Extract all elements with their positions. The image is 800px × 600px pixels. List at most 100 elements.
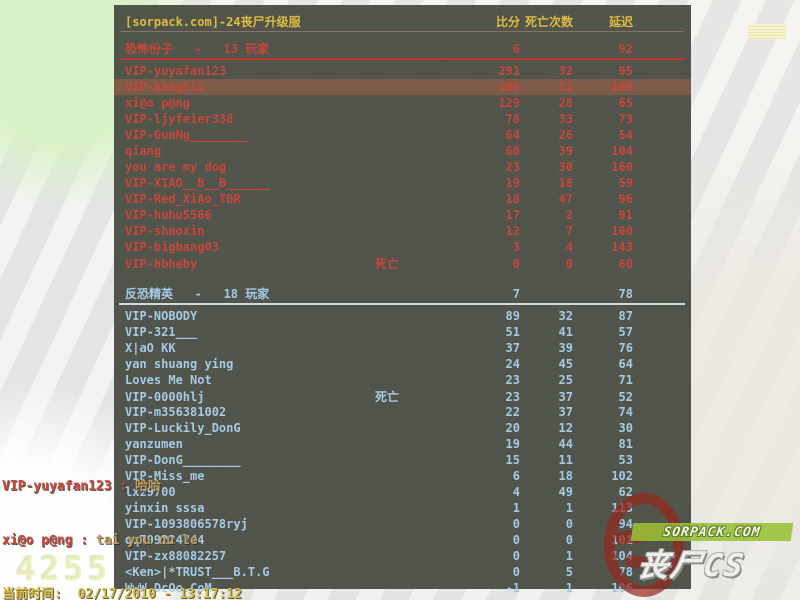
team-score: 7 [512, 286, 520, 301]
team-score: 6 [512, 41, 520, 56]
player-row: VIP-321___ 51 41 57 [114, 324, 691, 340]
player-row: VIP-huhu5566 17 2 91 [114, 207, 691, 223]
player-row: X|aO KK 37 39 76 [114, 340, 691, 356]
player-score: 129 [498, 96, 520, 110]
teams-container: 恐怖份子 - 13 玩家 6 92 VIP-yuyafan123 291 32 95 VIP-… [114, 40, 691, 596]
player-score: 3 [512, 240, 520, 254]
player-row: VIP-shaoxin 12 7 100 [114, 223, 691, 239]
player-row: VIP-NOBODY 89 32 87 [114, 308, 691, 324]
player-deaths: 2 [565, 208, 573, 222]
server-title: [sorpack.com]-24丧尸升级服 [125, 15, 301, 29]
player-name: VIP-yuyafan123 [125, 64, 227, 78]
player-latency: 143 [611, 240, 633, 254]
player-name: X|aO KK [125, 341, 176, 355]
player-name: you are my dog [125, 160, 227, 174]
player-name: xi@o p@ng [125, 96, 191, 110]
player-deaths: 32 [558, 64, 573, 78]
player-deaths: 44 [558, 437, 573, 451]
column-header-deaths: 死亡次数 [524, 15, 573, 29]
player-latency: 60 [618, 256, 633, 271]
player-row: Loves Me Not 23 25 71 [114, 372, 691, 388]
player-score: 1 [512, 501, 520, 515]
player-name: <Ken>|*TRUST___B.T.G [125, 565, 270, 579]
player-row: xi@o p@ng 129 28 65 [114, 95, 691, 111]
player-latency: 102 [611, 469, 633, 483]
sorpack-emblem-icon [604, 493, 684, 597]
team-header: 恐怖份子 - 13 玩家 6 92 [114, 40, 691, 57]
player-score: 209 [498, 80, 520, 94]
player-score: 18 [505, 192, 520, 206]
player-name: WwW.DcOo.CoM [125, 581, 212, 595]
player-name: VIP-huhu5566 [125, 208, 212, 222]
player-deaths: 30 [558, 160, 573, 174]
player-latency: 160 [611, 160, 633, 174]
sorpack-cs-text: 丧尸CS [634, 548, 748, 584]
column-header-score: 比分 [495, 15, 520, 29]
player-name: yanzumen [125, 437, 183, 451]
chat-overlay: VIP-yuyafan123 : 哈哈 xi@o p@ng : tai you … [2, 442, 242, 600]
player-score: 17 [505, 208, 520, 222]
team-label: 恐怖份子 - 13 玩家 [125, 42, 270, 56]
player-name: VIP-NOBODY [125, 309, 198, 323]
chat-message: 哈哈 [127, 479, 162, 494]
team-header: 反恐精英 - 18 玩家 7 78 [114, 285, 691, 302]
player-name: lxz9700 [125, 485, 176, 499]
player-deaths: 39 [558, 341, 573, 355]
player-deaths: 37 [558, 405, 573, 419]
player-row: VIP-Luckily_DonG 20 12 30 [114, 420, 691, 436]
player-name: VIP-DonG________ [125, 453, 241, 467]
player-latency: 104 [611, 144, 633, 158]
player-name: qq799224744 [125, 533, 205, 547]
scoreboard-header-row: [sorpack.com]-24丧尸升级服 比分 死亡次数 延迟 [114, 5, 691, 29]
player-latency: 71 [618, 373, 633, 387]
chat-message: 02/17/2010 - 13:17:12 [61, 587, 242, 600]
player-latency: 87 [618, 309, 633, 323]
player-name: yinxin sssa [125, 501, 205, 515]
scoreboard-panel: [sorpack.com]-24丧尸升级服 比分 死亡次数 延迟 恐怖份子 - … [114, 5, 691, 595]
player-row: VIP-bigbang03 3 4 143 [114, 239, 691, 255]
sorpack-watermark: SORPACK.COM 丧尸CS [604, 485, 794, 600]
player-name: VIP-shaoxin [125, 224, 205, 238]
player-score: 89 [505, 309, 520, 323]
chat-speaker: xi@o p@ng : [2, 533, 89, 548]
player-deaths: 0 [565, 533, 573, 547]
header-separator [121, 31, 684, 32]
player-deaths: 47 [558, 192, 573, 206]
player-score: 19 [505, 176, 520, 190]
player-latency: 95 [618, 64, 633, 78]
chat-speaker: 当前时间: [2, 587, 62, 600]
player-row: VIP-yuyafan123 291 32 95 [114, 63, 691, 79]
player-latency: 100 [611, 224, 633, 238]
player-row: VIP-m356381002 22 37 74 [114, 404, 691, 420]
player-latency: 59 [618, 176, 633, 190]
player-latency: 74 [618, 405, 633, 419]
player-latency: 54 [618, 128, 633, 142]
player-score: 15 [505, 453, 520, 467]
player-score: 291 [498, 64, 520, 78]
sorpack-banner: SORPACK.COM [630, 523, 794, 541]
player-row: VIP-GuaNg________ 64 26 54 [114, 127, 691, 143]
player-score: 19 [505, 437, 520, 451]
player-deaths: 28 [558, 96, 573, 110]
player-row: VIP-DonG________ 15 11 53 [114, 452, 691, 468]
player-deaths: 0 [565, 256, 573, 271]
player-name: VIP-Miss_me [125, 469, 205, 483]
round-number-ghost: 4255 [16, 549, 112, 588]
player-row: VIP-Miss_me 6 18 102 [114, 468, 691, 484]
player-name: VIP-bigbang03 [125, 240, 219, 254]
player-score: 4 [512, 485, 520, 499]
player-name: VIP-zx88082257 [125, 549, 227, 563]
player-latency: 53 [618, 453, 633, 467]
player-deaths: 0 [565, 517, 573, 531]
player-row: VIP-0000hlj 死亡 23 37 52 [114, 388, 691, 405]
player-score: 64 [505, 128, 520, 142]
player-latency: 65 [618, 96, 633, 110]
player-name: Loves Me Not [125, 373, 212, 387]
player-deaths: 32 [558, 309, 573, 323]
player-score: 51 [505, 325, 520, 339]
player-deaths: 26 [558, 128, 573, 142]
player-score: 12 [505, 224, 520, 238]
player-latency: 57 [618, 325, 633, 339]
player-latency: 64 [618, 357, 633, 371]
